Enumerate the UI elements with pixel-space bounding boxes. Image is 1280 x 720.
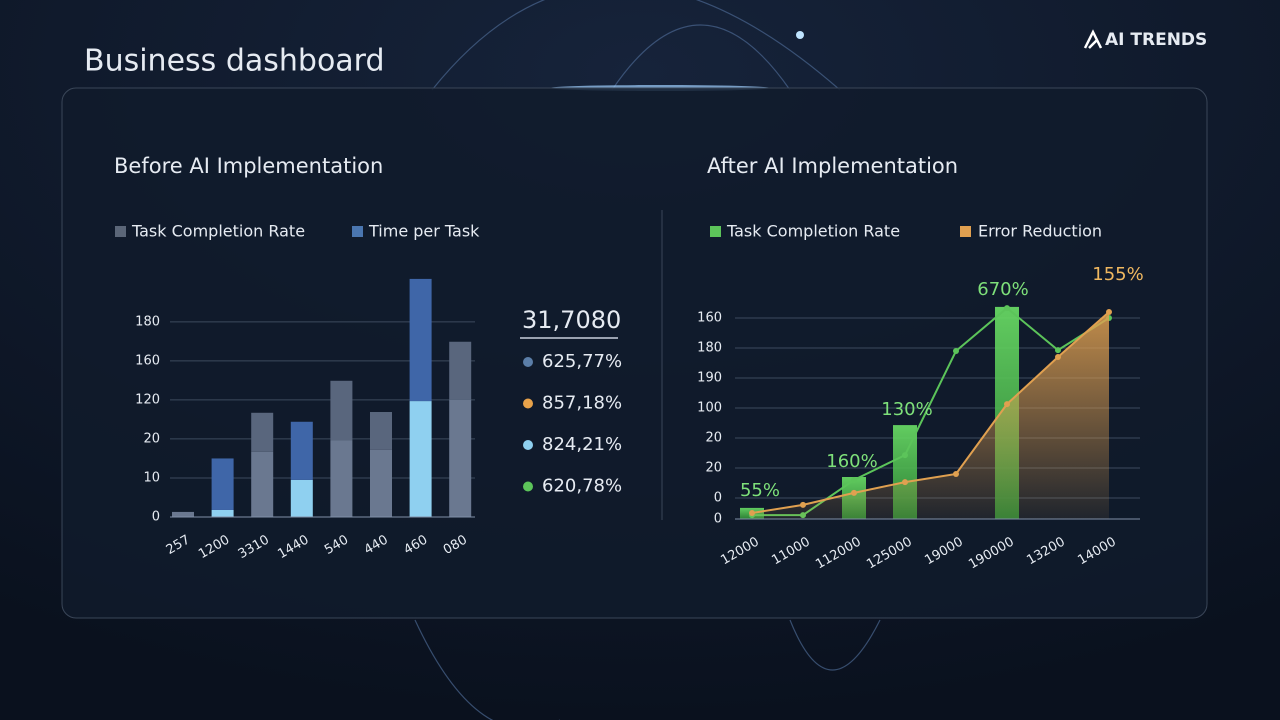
bar-segment xyxy=(449,341,472,400)
y-tick-label: 10 xyxy=(143,470,160,485)
point xyxy=(1106,309,1112,315)
bar-segment xyxy=(330,380,353,441)
point xyxy=(902,452,908,459)
legend-swatch xyxy=(115,226,126,237)
annotation: 670% xyxy=(977,279,1028,300)
chart-title: After AI Implementation xyxy=(707,154,958,178)
legend-swatch xyxy=(710,226,721,237)
bar-segment xyxy=(251,412,274,452)
annotation: 155% xyxy=(1092,264,1143,285)
point xyxy=(953,471,959,477)
bar-segment xyxy=(370,412,392,450)
stat-value: 625,77% xyxy=(542,351,622,372)
bar-segment xyxy=(449,399,472,517)
point xyxy=(1004,401,1010,408)
point xyxy=(851,489,857,496)
y-tick-label: 20 xyxy=(705,431,722,446)
line xyxy=(751,311,1110,514)
legend-swatch xyxy=(352,226,363,237)
brand-logo xyxy=(1083,29,1103,49)
legend-swatch xyxy=(960,226,971,237)
area xyxy=(752,312,1109,519)
point xyxy=(749,510,755,516)
bar-segment xyxy=(290,479,313,517)
y-tick-label: 160 xyxy=(697,311,722,326)
bar-segment xyxy=(370,449,392,517)
legend-label: Time per Task xyxy=(368,222,480,241)
stat-value: 824,21% xyxy=(542,434,622,455)
page-title: Business dashboard xyxy=(84,44,385,79)
legend-label: Task Completion Rate xyxy=(131,222,305,241)
bar-segment xyxy=(290,421,313,480)
point xyxy=(902,479,908,486)
bar-segment xyxy=(211,458,234,510)
bar-segment xyxy=(251,451,274,517)
point xyxy=(800,501,806,508)
bar-segment xyxy=(330,440,353,517)
bar-segment xyxy=(409,401,432,517)
bar-segment xyxy=(409,278,432,402)
y-tick-label: 100 xyxy=(697,401,722,416)
chart-title: Before AI Implementation xyxy=(114,154,383,178)
stat-value: 620,78% xyxy=(542,476,622,497)
annotation: 160% xyxy=(826,451,877,472)
y-tick-label: 120 xyxy=(135,392,160,407)
point xyxy=(953,348,959,354)
stat-dot xyxy=(523,357,533,367)
point xyxy=(851,477,857,483)
point xyxy=(1055,354,1061,360)
stat-dot xyxy=(523,398,533,409)
decor-arcs xyxy=(414,0,881,720)
y-tick-label: 0 xyxy=(714,512,722,527)
y-tick-label: 180 xyxy=(697,341,722,356)
y-tick-label: 0 xyxy=(152,510,160,525)
y-tick-label: 190 xyxy=(697,371,722,386)
point xyxy=(1055,347,1061,354)
annotation: 130% xyxy=(881,399,932,420)
bar-segment xyxy=(211,509,234,517)
y-tick-label: 160 xyxy=(135,353,160,368)
stat-total: 31,7080 xyxy=(522,306,621,334)
stat-dot xyxy=(523,481,533,492)
y-tick-label: 0 xyxy=(714,491,722,506)
annotation: 55% xyxy=(740,480,780,501)
brand: AI TRENDS xyxy=(1105,30,1207,50)
y-tick-label: 20 xyxy=(143,431,160,446)
y-tick-label: 20 xyxy=(705,461,722,476)
stat-value: 857,18% xyxy=(542,393,622,414)
legend-label: Task Completion Rate xyxy=(726,222,900,241)
y-tick-label: 180 xyxy=(135,314,160,329)
legend-label: Error Reduction xyxy=(978,222,1102,241)
stat-dot xyxy=(523,440,533,450)
bar-segment xyxy=(172,511,194,517)
glow xyxy=(796,31,804,39)
point xyxy=(1004,305,1010,312)
